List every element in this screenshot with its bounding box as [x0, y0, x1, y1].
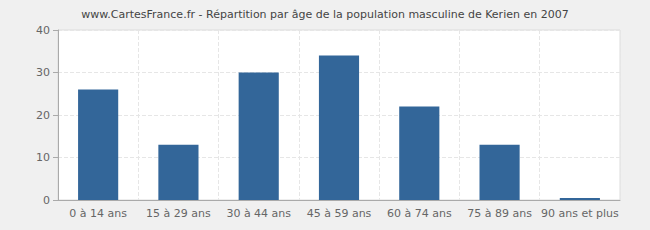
svg-text:30: 30 [36, 66, 50, 79]
svg-text:75 à 89 ans: 75 à 89 ans [467, 207, 532, 220]
svg-text:www.CartesFrance.fr - Répartit: www.CartesFrance.fr - Répartition par âg… [81, 8, 568, 21]
svg-text:15 à 29 ans: 15 à 29 ans [146, 207, 211, 220]
svg-text:10: 10 [36, 151, 50, 164]
svg-text:30 à 44 ans: 30 à 44 ans [226, 207, 291, 220]
svg-text:45 à 59 ans: 45 à 59 ans [307, 207, 372, 220]
svg-text:20: 20 [36, 109, 50, 122]
svg-text:60 à 74 ans: 60 à 74 ans [387, 207, 452, 220]
svg-text:0: 0 [43, 194, 50, 207]
svg-text:0 à 14 ans: 0 à 14 ans [69, 207, 127, 220]
svg-text:40: 40 [36, 24, 50, 37]
svg-text:90 ans et plus: 90 ans et plus [541, 207, 619, 220]
